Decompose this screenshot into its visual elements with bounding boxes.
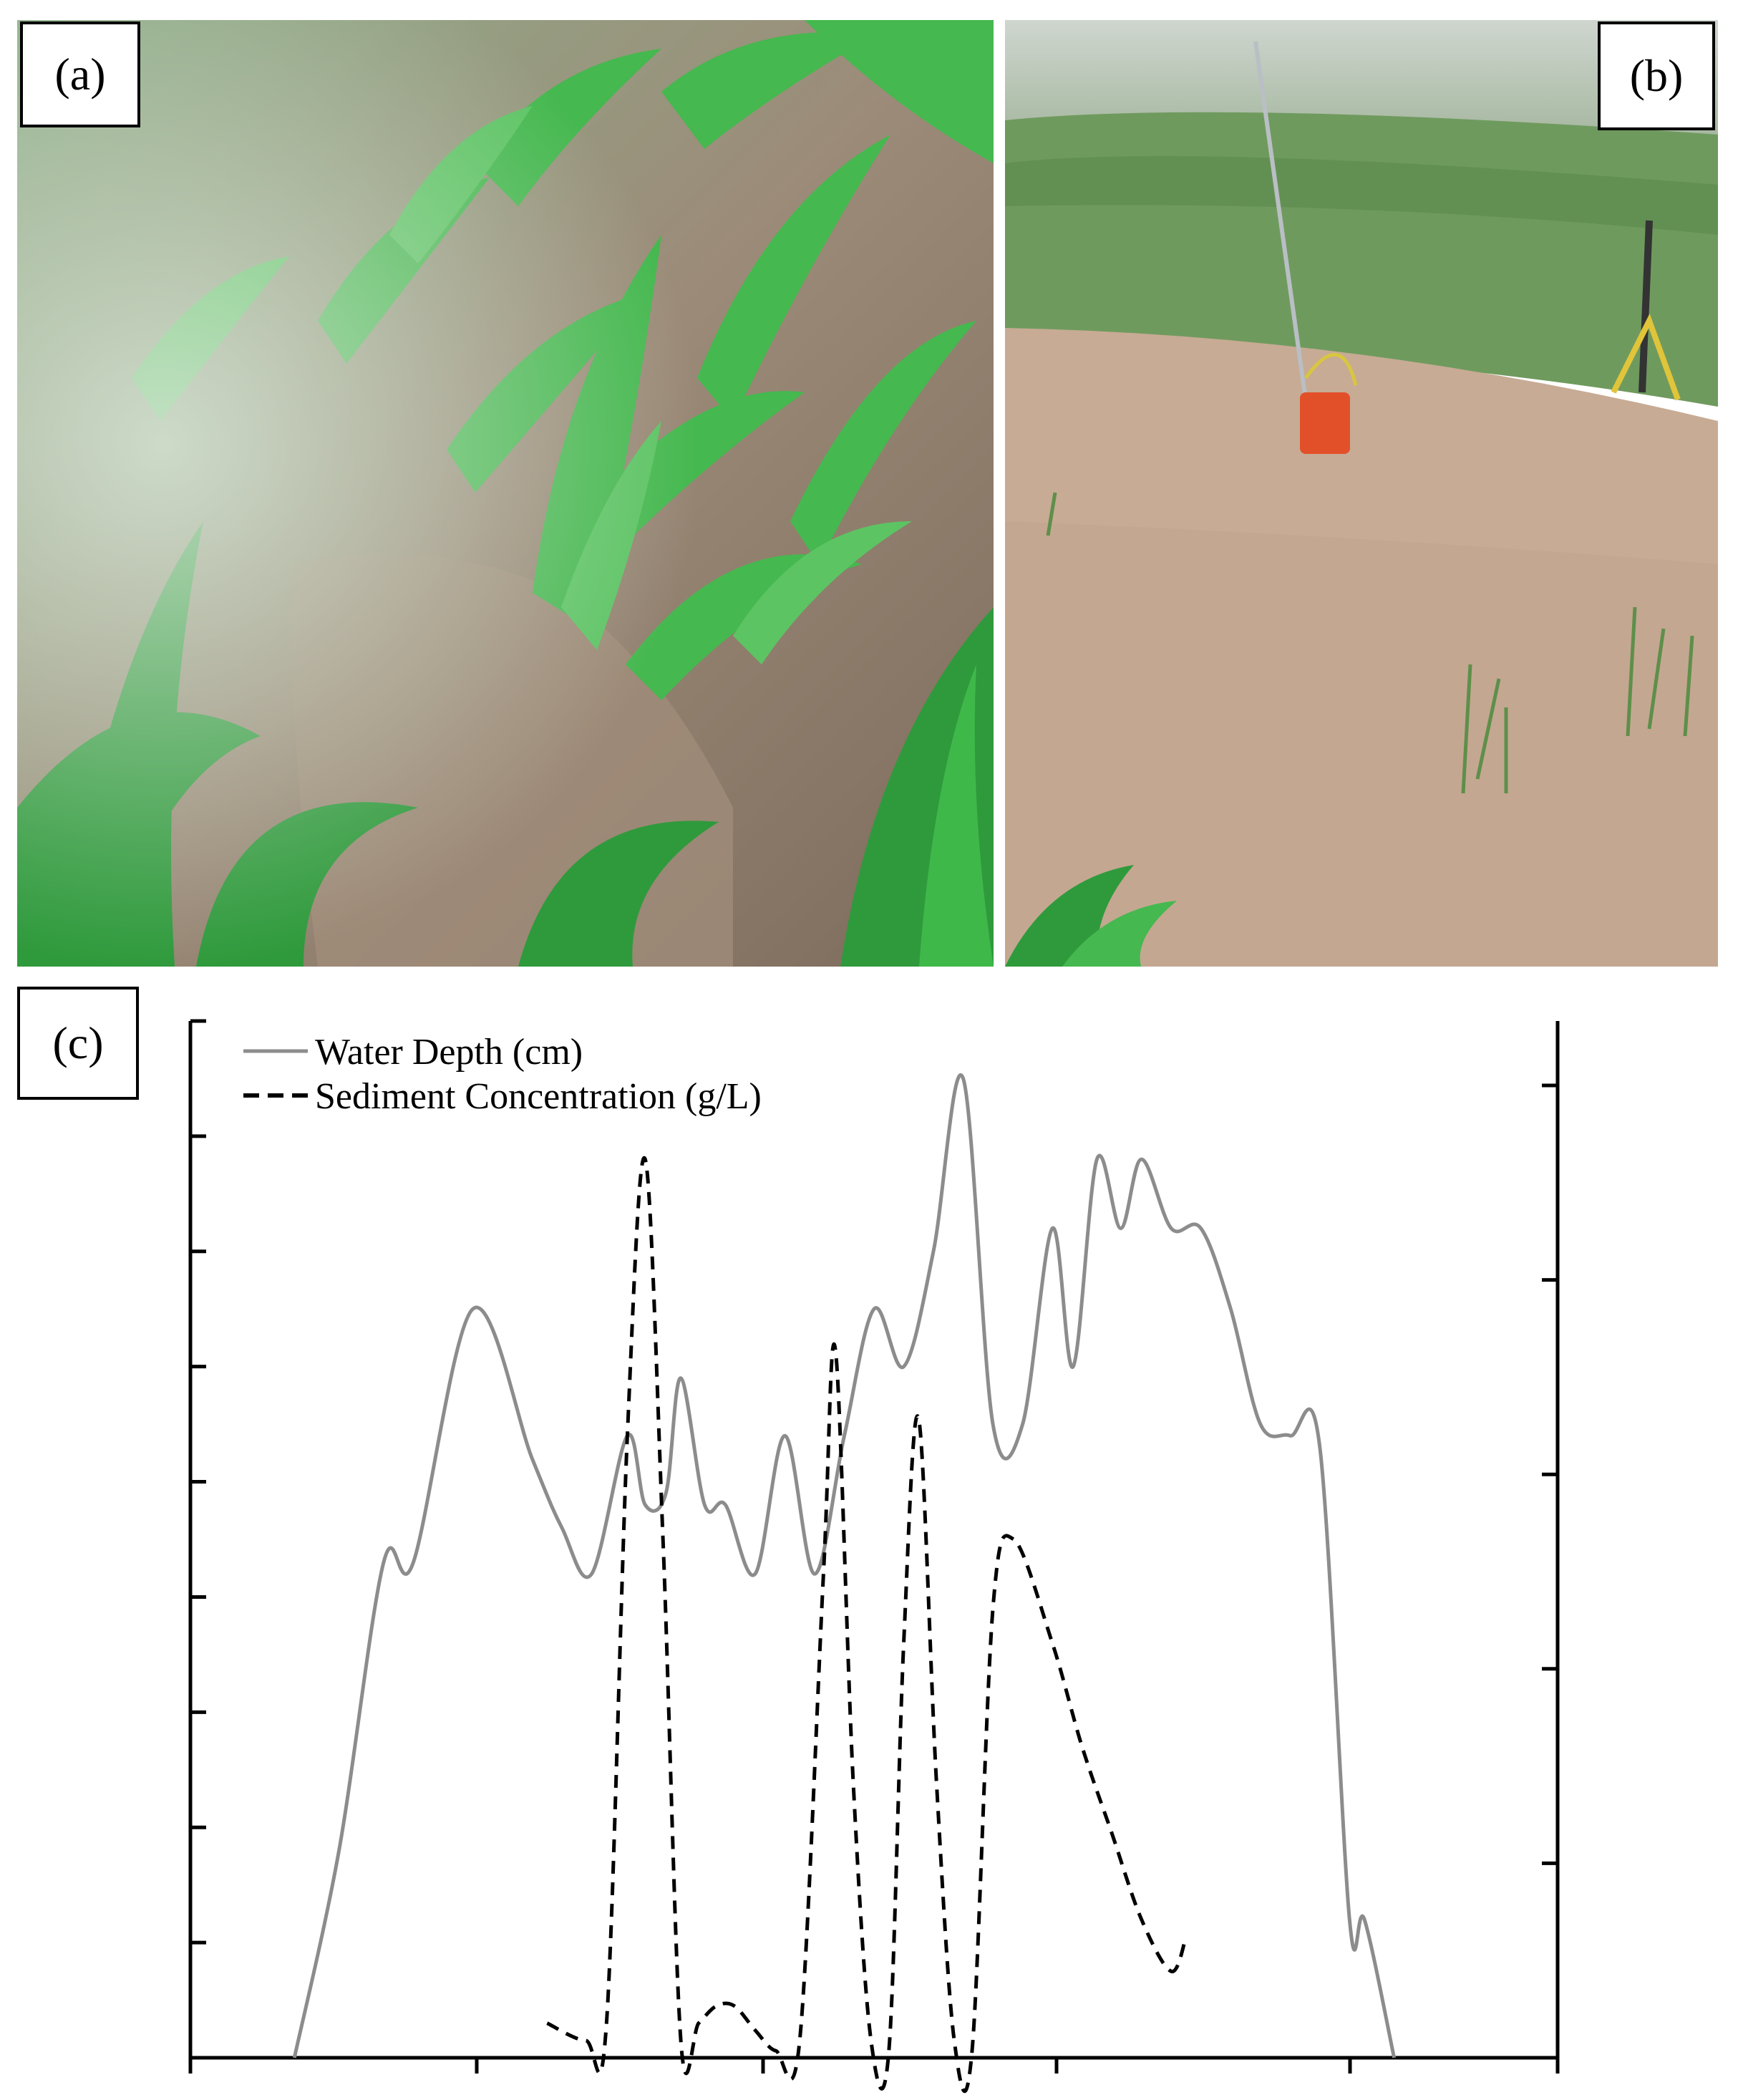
photo-panel-a [17, 20, 994, 967]
legend-label-sediment: Sediment Concentration (g/L) [315, 1076, 762, 1117]
photo-panel-b [1005, 20, 1718, 967]
hydrograph-chart: Water Depth (cm) Sediment Concentration … [188, 1019, 1560, 2094]
panel-label-a: (a) [20, 21, 140, 127]
legend-label-water-depth: Water Depth (cm) [315, 1032, 583, 1073]
panel-label-c: (c) [17, 987, 139, 1100]
chart-ticks [188, 1019, 1560, 2074]
series-line-sediment-concentration [546, 1156, 1188, 2094]
panel-label-b: (b) [1598, 21, 1715, 130]
flooded-field-photo [1005, 20, 1718, 967]
series-line-water-depth [292, 1073, 1397, 2058]
chart-legend: Water Depth (cm) Sediment Concentration … [243, 1032, 762, 1117]
corn-field-photo [17, 20, 994, 967]
chart-axes [188, 1021, 1560, 2060]
chart-series [292, 1073, 1397, 2094]
